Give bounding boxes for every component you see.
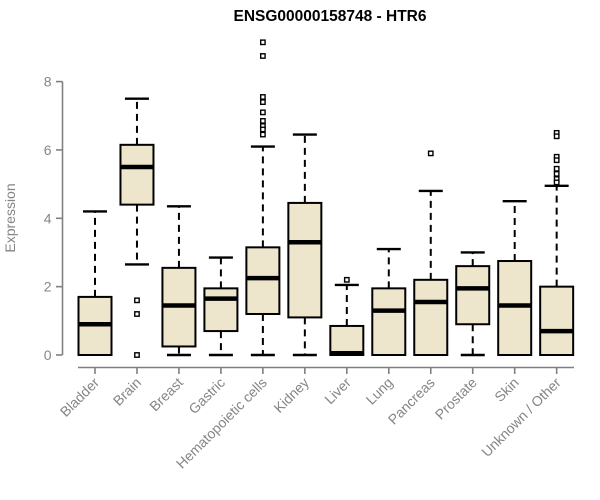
y-tick-label: 0 [44, 347, 52, 363]
outlier-point [134, 297, 140, 304]
iqr-box [413, 278, 449, 356]
chart-title: ENSG00000158748 - HTR6 [233, 8, 426, 25]
box-breast [161, 205, 197, 357]
x-category-label-brain: Brain [110, 374, 144, 408]
outlier-point [259, 39, 266, 46]
outlier-point [259, 118, 266, 124]
y-axis-label: Expression [2, 183, 18, 252]
outlier-point [134, 352, 140, 358]
iqr-box [329, 324, 365, 357]
y-tick-label: 4 [44, 210, 52, 226]
x-category-label-skin: Skin [491, 374, 522, 405]
box-prostate [455, 251, 491, 357]
iqr-box [119, 143, 155, 206]
outlier-point [553, 179, 560, 186]
outlier-point [259, 109, 266, 116]
outlier-point [259, 53, 266, 59]
box-skin [497, 200, 533, 356]
x-category-label-kidney: Kidney [270, 374, 312, 416]
outlier-point [553, 157, 560, 164]
box-kidney [287, 133, 323, 357]
outlier-point [553, 133, 560, 140]
outlier-point [259, 99, 266, 106]
y-tick-label: 2 [44, 279, 52, 295]
box-hematopoietic-cells [245, 39, 281, 357]
iqr-box [539, 285, 575, 356]
x-category-label-pancreas: Pancreas [385, 374, 438, 427]
box-brain [119, 97, 155, 358]
iqr-box [455, 265, 491, 326]
y-tick-label: 8 [44, 74, 52, 90]
x-category-label-liver: Liver [321, 374, 354, 407]
box-unknown-other [539, 129, 575, 356]
iqr-box [371, 287, 407, 357]
box-bladder [77, 210, 113, 356]
box-pancreas [413, 150, 449, 356]
iqr-box [203, 287, 239, 333]
outlier-point [259, 94, 266, 100]
iqr-box [245, 246, 281, 315]
box-liver [329, 276, 365, 357]
outlier-point [259, 131, 266, 138]
x-category-label-unknown-other: Unknown / Other [478, 374, 564, 460]
iqr-box [287, 201, 323, 319]
x-category-label-prostate: Prostate [432, 374, 480, 422]
x-category-label-breast: Breast [146, 374, 186, 414]
outlier-point [259, 126, 266, 133]
outlier-point [134, 311, 140, 317]
iqr-box [497, 260, 533, 356]
x-category-label-lung: Lung [363, 374, 396, 407]
outlier-point [427, 150, 434, 157]
outlier-point [343, 276, 350, 283]
y-tick-label: 6 [44, 142, 52, 158]
x-category-label-bladder: Bladder [57, 374, 103, 420]
outlier-point [553, 165, 560, 172]
box-lung [371, 247, 407, 357]
box-gastric [203, 256, 239, 357]
outlier-point [553, 170, 560, 177]
